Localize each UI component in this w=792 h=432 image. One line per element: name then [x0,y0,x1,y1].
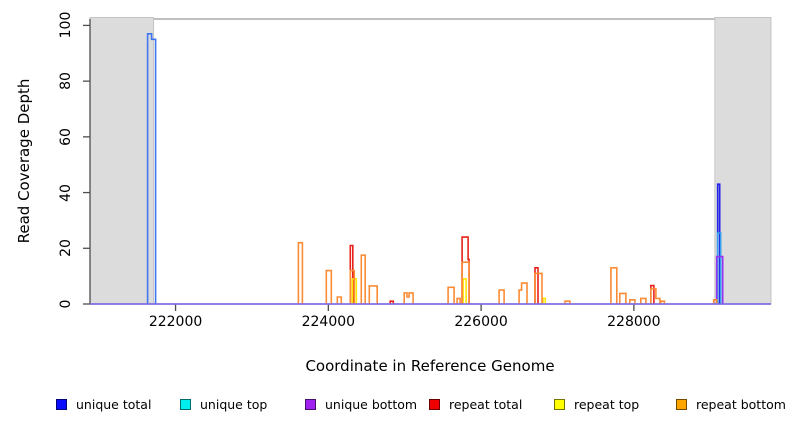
legend-label: unique bottom [325,396,418,412]
y-tick-label: 100 [58,12,74,39]
legend-label: unique total [76,396,152,412]
unique-top-swatch-icon [180,398,191,410]
y-tick-label: 40 [58,183,74,202]
legend-label: unique top [200,396,268,412]
legend-item-repeat-total: repeat total [429,393,522,415]
legend-label: repeat top [574,396,640,412]
unique-total-swatch-icon [56,398,67,410]
unique-bottom-swatch-icon [305,398,316,410]
x-tick-label: 228000 [607,314,661,330]
repeat-top-swatch-icon [554,398,565,410]
legend-label: repeat bottom [696,396,786,412]
y-tick-label: 80 [58,72,74,91]
legend-item-unique-top: unique top [180,393,267,415]
legend: unique total unique top unique bottom re… [0,393,792,419]
legend-item-unique-bottom: unique bottom [305,393,417,415]
y-tick-label: 0 [58,299,74,309]
legend-item-repeat-top: repeat top [554,393,639,415]
y-tick-label: 60 [58,127,74,146]
x-tick-label: 224000 [301,314,356,330]
y-tick-label: 20 [58,239,74,258]
legend-label: repeat total [449,396,523,412]
y-axis-title: Read Coverage Depth [15,78,33,244]
x-tick-label: 222000 [148,314,203,330]
x-tick-label: 226000 [454,314,508,330]
repeat-bottom-swatch-icon [676,398,687,410]
repeat-total-swatch-icon [429,398,440,410]
x-axis-title: Coordinate in Reference Genome [305,357,555,375]
legend-item-repeat-bottom: repeat bottom [676,393,786,415]
legend-item-unique-total: unique total [56,393,151,415]
